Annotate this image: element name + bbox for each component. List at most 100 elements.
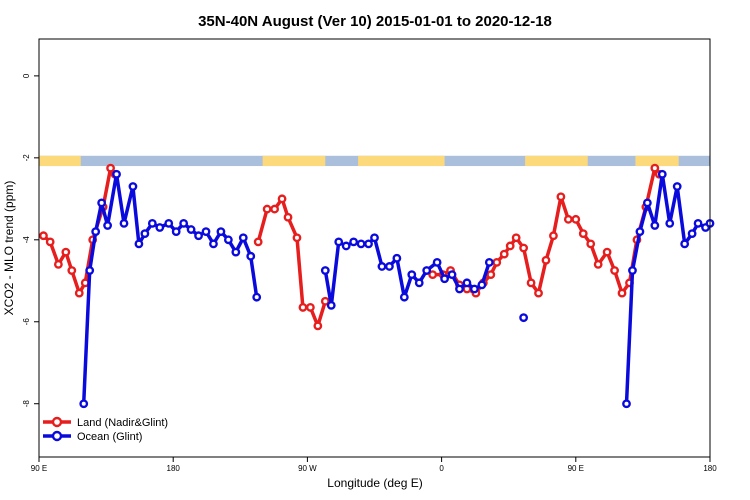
data-point	[370, 233, 379, 243]
x-tick-label: 180	[703, 464, 717, 473]
data-point	[593, 259, 603, 269]
legend-marker	[51, 430, 63, 442]
data-point	[53, 259, 63, 269]
land-band-segment	[358, 155, 445, 167]
data-point	[440, 274, 449, 284]
data-point	[91, 227, 101, 237]
series-ocean	[79, 169, 715, 409]
data-point	[422, 266, 432, 275]
data-point	[313, 321, 323, 331]
land-band-segment	[262, 155, 326, 167]
data-point	[364, 239, 373, 249]
x-tick-label: 180	[167, 464, 181, 473]
data-point	[223, 235, 233, 245]
data-point	[414, 278, 424, 288]
series-line	[81, 172, 259, 404]
data-point	[103, 221, 112, 230]
data-point	[492, 257, 502, 267]
x-axis: 90 E 180 90 W 0 90 E 180	[31, 457, 717, 473]
data-point	[610, 266, 619, 275]
plot-frame	[38, 38, 711, 458]
data-point	[194, 231, 203, 241]
data-point	[298, 303, 308, 312]
legend-marker	[51, 416, 63, 428]
data-point	[179, 219, 189, 228]
data-point	[486, 270, 496, 280]
data-point	[74, 288, 84, 298]
data-point	[499, 249, 509, 259]
x-tick-label: 0	[439, 464, 444, 473]
data-point	[622, 399, 631, 409]
x-tick-label: 90 E	[568, 464, 584, 473]
data-point	[602, 247, 612, 257]
data-point	[140, 229, 150, 239]
data-point	[61, 247, 71, 257]
data-point	[407, 270, 417, 280]
data-point	[320, 266, 330, 275]
data-point	[39, 231, 48, 241]
data-point	[586, 239, 596, 249]
data-point	[320, 296, 330, 306]
data-point	[85, 266, 95, 275]
data-point	[128, 182, 138, 191]
data-point	[541, 255, 551, 265]
data-point	[277, 194, 287, 204]
data-point	[628, 266, 637, 275]
data-point	[687, 229, 697, 239]
data-point	[349, 237, 359, 247]
data-point	[484, 257, 494, 267]
data-point	[462, 278, 472, 288]
data-point	[617, 288, 627, 298]
data-point	[505, 241, 515, 251]
data-point	[578, 229, 588, 239]
data-point	[112, 169, 121, 179]
series-line	[624, 172, 712, 404]
x-axis-label: Longitude (deg E)	[327, 476, 422, 490]
data-point	[693, 219, 703, 228]
data-point	[392, 253, 402, 263]
y-axis: 0 -2 -4 -6 -8	[22, 73, 39, 407]
series-layer	[39, 163, 715, 409]
data-point	[672, 182, 682, 191]
legend-label: Ocean (Glint)	[77, 431, 142, 443]
y-tick-label: -8	[22, 400, 31, 408]
data-point	[238, 233, 248, 243]
y-axis-label: XCO2 - MLO trend (ppm)	[2, 181, 16, 316]
data-point	[305, 303, 315, 312]
data-point	[164, 219, 174, 228]
land-band-segment	[39, 155, 81, 167]
data-point	[79, 399, 89, 409]
data-point	[356, 239, 366, 249]
data-point	[455, 284, 464, 294]
data-point	[292, 233, 302, 243]
series-line	[432, 166, 661, 295]
land-band-segment	[635, 155, 679, 167]
data-point	[549, 231, 558, 241]
data-point	[657, 169, 667, 179]
data-point	[253, 237, 263, 247]
data-point	[511, 233, 521, 243]
data-point	[665, 219, 675, 228]
data-point	[526, 278, 536, 288]
x-tick-label: 90 E	[31, 464, 47, 473]
data-point	[246, 251, 256, 261]
data-point	[326, 300, 336, 310]
series-line	[42, 166, 117, 295]
data-point	[147, 219, 157, 228]
data-point	[519, 243, 529, 253]
data-point	[231, 247, 241, 257]
data-point	[134, 239, 144, 249]
data-point	[186, 225, 196, 234]
data-point	[252, 292, 262, 302]
data-point	[171, 227, 181, 237]
data-point	[650, 221, 660, 230]
data-point	[119, 219, 129, 228]
data-point	[477, 280, 487, 290]
y-tick-label: -2	[22, 154, 31, 162]
data-point	[642, 198, 652, 208]
data-point	[470, 284, 479, 294]
data-point	[519, 313, 529, 323]
data-point	[650, 163, 660, 173]
data-point	[209, 239, 218, 249]
